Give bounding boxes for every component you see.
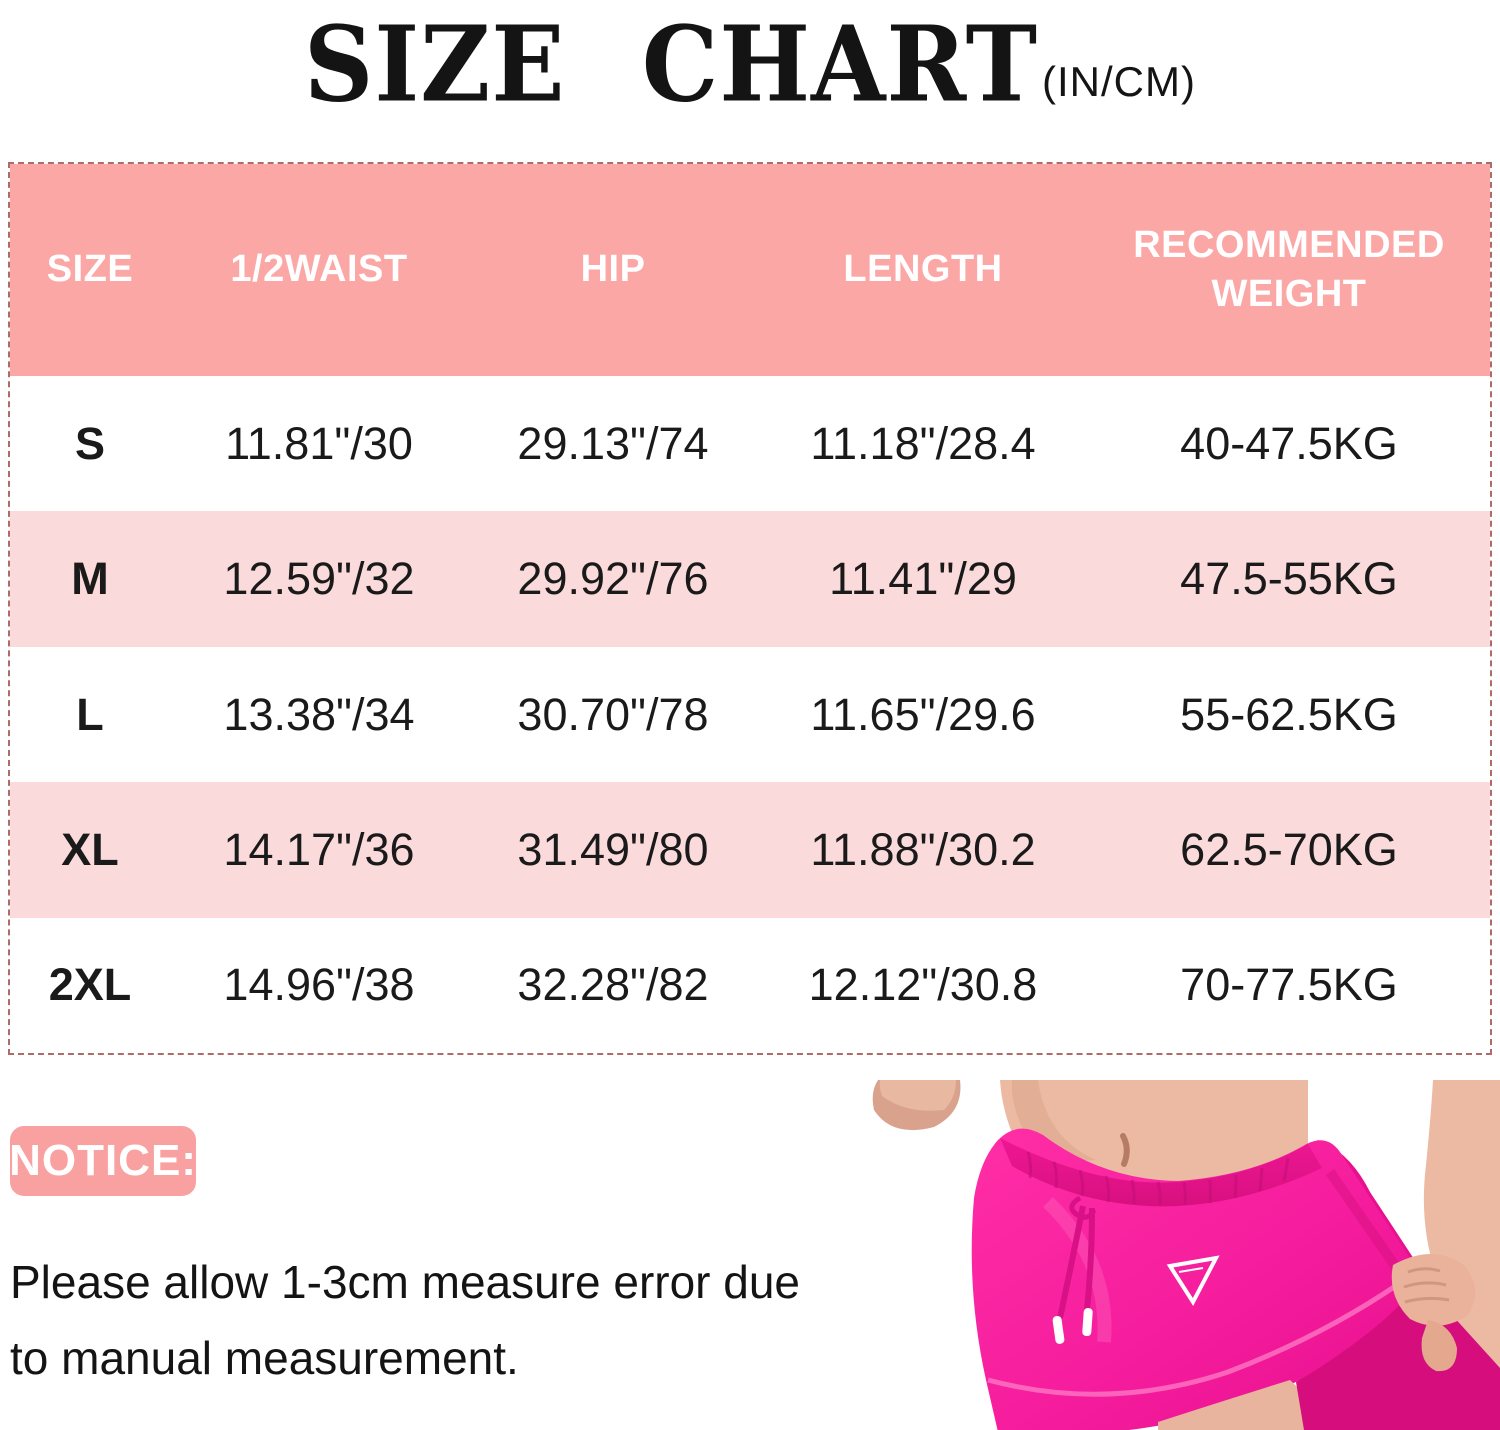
header-recommended-weight: RECOMMENDED WEIGHT (1133, 223, 1445, 315)
leg (1158, 1380, 1326, 1430)
length-value: 11.41"/29 (829, 553, 1017, 605)
header-hip: HIP (580, 248, 646, 291)
hand (1391, 1254, 1476, 1372)
drawstring (1052, 1195, 1097, 1344)
half-waist-value: 14.17"/36 (223, 823, 415, 875)
notice-line-2: to manual measurement. (10, 1332, 519, 1384)
header-length: LENGTH (843, 248, 1003, 291)
hip-value: 29.13"/74 (517, 417, 709, 469)
notice-text: Please allow 1-3cm measure error due to … (10, 1244, 800, 1396)
size-value: XL (61, 823, 119, 875)
header-half-waist: 1/2WAIST (230, 248, 408, 291)
size-value: 2XL (48, 959, 132, 1011)
length-value: 11.18"/28.4 (810, 417, 1036, 469)
length-value: 11.88"/30.2 (810, 823, 1036, 875)
brand-logo-icon (1166, 1255, 1220, 1306)
product-photo (848, 1080, 1500, 1430)
weight-value: 70-77.5KG (1180, 959, 1398, 1011)
title-main: SIZE CHART (304, 3, 1039, 126)
table-row-2xl: 2XL 14.96"/38 32.28"/82 12.12"/30.8 70-7… (10, 917, 1490, 1054)
table-row-l: L 13.38"/34 30.70"/78 11.65"/29.6 55-62.… (10, 646, 1490, 783)
shorts-photo-illustration (872, 1080, 1500, 1430)
size-table: SIZE 1/2WAIST HIP LENGTH RECOMMENDED WEI… (8, 162, 1492, 1055)
title-unit-suffix: (IN/CM) (1042, 58, 1196, 105)
hip-value: 31.49"/80 (517, 823, 709, 875)
elbow-fragment (872, 1080, 961, 1131)
weight-value: 62.5-70KG (1180, 823, 1398, 875)
notice-badge: NOTICE: (9, 1126, 196, 1196)
size-value: S (74, 417, 105, 469)
hip-value: 30.70"/78 (517, 688, 709, 740)
table-row-m: M 12.59"/32 29.92"/76 11.41"/29 47.5-55K… (10, 511, 1490, 647)
half-waist-value: 14.96"/38 (223, 959, 415, 1011)
length-value: 11.65"/29.6 (810, 688, 1036, 740)
table-row-s: S 11.81"/30 29.13"/74 11.18"/28.4 40-47.… (10, 376, 1490, 512)
length-value: 12.12"/30.8 (808, 959, 1038, 1011)
waistband (1000, 1138, 1322, 1207)
weight-value: 40-47.5KG (1180, 417, 1398, 469)
table-row-xl: XL 14.17"/36 31.49"/80 11.88"/30.2 62.5-… (10, 782, 1490, 918)
header-size: SIZE (46, 248, 134, 291)
half-waist-value: 11.81"/30 (225, 417, 413, 469)
table-header-row: SIZE 1/2WAIST HIP LENGTH RECOMMENDED WEI… (10, 164, 1490, 376)
size-value: M (71, 553, 109, 605)
half-waist-value: 12.59"/32 (223, 553, 415, 605)
hip-value: 29.92"/76 (517, 553, 709, 605)
half-waist-value: 13.38"/34 (223, 688, 415, 740)
page-title: SIZE CHART (IN/CM) (0, 0, 1500, 118)
weight-value: 55-62.5KG (1180, 688, 1398, 740)
hip-value: 32.28"/82 (517, 959, 709, 1011)
weight-value: 47.5-55KG (1180, 553, 1398, 605)
notice-line-1: Please allow 1-3cm measure error due (10, 1256, 801, 1308)
size-value: L (76, 688, 104, 740)
